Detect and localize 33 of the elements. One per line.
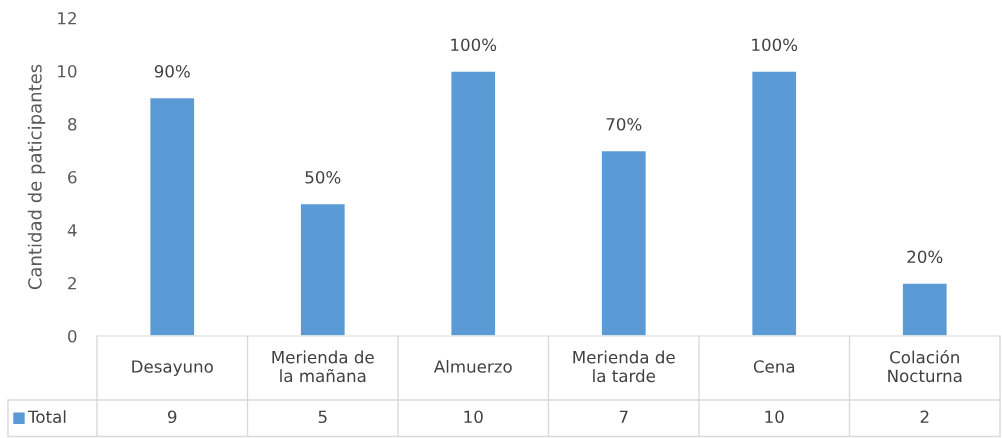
data-label: 5 — [318, 410, 327, 424]
annotation: 100% — [451, 38, 497, 52]
x-tick-label: Merienda de la tarde — [573, 350, 675, 383]
y-tick-label: 6 — [68, 170, 77, 184]
data-label: 10 — [765, 410, 784, 424]
data-label: 9 — [168, 410, 177, 424]
y-axis-title: Cantidad de paticipantes — [27, 64, 46, 290]
annotation: 50% — [305, 171, 341, 184]
annotation: 70% — [606, 118, 642, 131]
y-tick-label: 2 — [68, 276, 76, 290]
x-tick-label: Colación Nocturna — [888, 349, 962, 383]
y-tick-label: 12 — [58, 11, 76, 25]
annotation: 90% — [154, 65, 190, 78]
bar — [449, 70, 497, 336]
bar — [299, 202, 347, 336]
x-tick-label: Cena — [753, 360, 795, 373]
legend-label: Total — [27, 410, 66, 424]
y-tick-label: 0 — [68, 329, 77, 343]
y-tick-label: 4 — [67, 224, 77, 237]
x-tick-label: Merienda de la mañana — [272, 350, 374, 383]
annotation: 100% — [752, 38, 798, 52]
y-tick-label: 8 — [68, 117, 77, 131]
bar — [901, 282, 949, 336]
x-tick-label: Desayuno — [132, 360, 213, 377]
data-label: 7 — [619, 410, 628, 423]
data-label: 2 — [920, 410, 929, 423]
bar — [148, 96, 196, 336]
annotation: 20% — [907, 250, 943, 264]
y-tick-label: 10 — [58, 64, 77, 78]
x-tick-label: Almuerzo — [433, 359, 512, 373]
bar — [750, 70, 798, 336]
bar — [600, 149, 648, 336]
data-label: 10 — [464, 410, 483, 424]
